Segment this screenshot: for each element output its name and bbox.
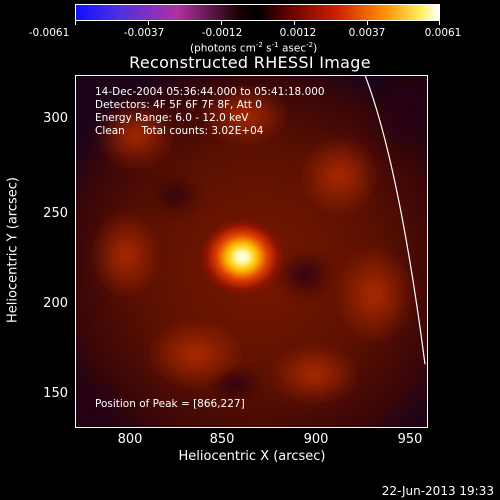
colorbar-tick-label: 0.0061 (424, 27, 462, 39)
colorbar-units: (photons cm-2 s-1 asec-2) (190, 41, 318, 55)
x-tick-label: 850 (209, 432, 235, 447)
colorbar-tick-label: -0.0012 (201, 27, 243, 39)
plot-title: Reconstructed RHESSI Image (129, 53, 371, 72)
rhessi-image (75, 75, 428, 428)
colorbar (75, 4, 440, 21)
solar-limb-line (364, 76, 426, 365)
y-tick-label: 300 (43, 111, 68, 126)
colorbar-tick-mark (221, 21, 222, 25)
colorbar-tick-mark (367, 21, 368, 25)
y-tick-label: 150 (43, 386, 68, 401)
emission-peak (200, 219, 284, 295)
time-range-label: 14-Dec-2004 05:36:44.000 to 05:41:18.000 (95, 86, 325, 98)
colorbar-tick-mark (148, 21, 149, 25)
colorbar-tick-mark (75, 21, 76, 25)
timestamp: 22-Jun-2013 19:33 (381, 484, 494, 498)
colorbar-tick-mark (294, 21, 295, 25)
colorbar-tick-label: -0.0061 (28, 27, 70, 39)
y-tick-label: 250 (43, 206, 68, 221)
counts-label: Clean Total counts: 3.02E+04 (95, 125, 264, 137)
y-axis-label: Heliocentric Y (arcsec) (5, 177, 21, 323)
peak-position-label: Position of Peak = [866,227] (95, 398, 245, 410)
detectors-label: Detectors: 4F 5F 6F 7F 8F, Att 0 (95, 99, 262, 111)
x-tick-label: 900 (303, 432, 329, 447)
x-tick-label: 950 (397, 432, 423, 447)
colorbar-tick-label: -0.0037 (123, 27, 165, 39)
colorbar-tick-mark (439, 21, 440, 25)
colorbar-tick-label: 0.0037 (348, 27, 386, 39)
colorbar-tick-label: 0.0012 (279, 27, 317, 39)
y-tick-label: 200 (43, 296, 68, 311)
energy-range-label: Energy Range: 6.0 - 12.0 keV (95, 112, 249, 124)
x-axis-label: Heliocentric X (arcsec) (178, 449, 326, 464)
x-tick-label: 800 (117, 432, 143, 447)
